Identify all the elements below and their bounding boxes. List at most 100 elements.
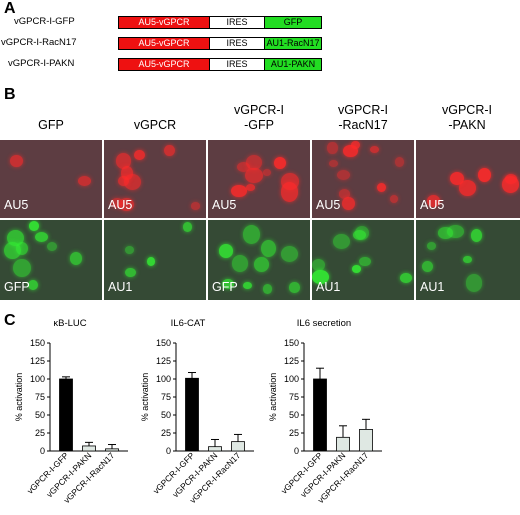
- micrograph-au1: AU1: [416, 220, 520, 300]
- column-header-line: vGPCR-I: [442, 103, 492, 117]
- y-tick-label: 50: [289, 410, 299, 420]
- green-stained-cell: [426, 241, 437, 251]
- au5-stained-cell: [336, 169, 350, 180]
- green-stained-cell: [281, 245, 299, 262]
- y-tick-label: 125: [284, 356, 299, 366]
- green-stained-cell: [260, 240, 277, 258]
- micrograph-au1: AU1: [104, 220, 206, 300]
- stain-label: AU1: [420, 280, 445, 294]
- au5-stained-cell: [280, 182, 299, 202]
- column-header-line: vGPCR-I: [338, 103, 388, 117]
- green-stained-cell: [359, 256, 371, 267]
- y-tick-label: 50: [35, 410, 45, 420]
- chart-title: κB-LUC: [53, 318, 87, 329]
- micrograph-au5: AU5: [104, 140, 206, 218]
- micrograph-grid: AU5 AU5 AU5 AU5 AU5 GFP AU1 GFP AU1 AU1: [0, 140, 520, 300]
- green-stained-cell: [125, 267, 136, 278]
- green-stained-cell: [289, 282, 300, 293]
- au5-stained-cell: [329, 159, 339, 167]
- y-tick-label: 25: [289, 428, 299, 438]
- segment-gfp: GFP: [264, 16, 322, 29]
- construct-bar: AU5-vGPCR IRES GFP: [118, 16, 368, 29]
- micrograph-au5: AU5: [0, 140, 102, 218]
- au5-stained-cell: [501, 176, 520, 193]
- au5-stained-cell: [78, 175, 92, 187]
- bar-charts: κB-LUC IL6-CAT IL6 secretion 0 25 50 75 100 1…: [0, 318, 520, 515]
- y-axis-label: % activation: [140, 373, 150, 422]
- au5-stained-cell: [459, 180, 477, 196]
- stain-label: AU5: [108, 198, 133, 212]
- au5-stained-cell: [449, 172, 464, 186]
- au5-stained-cell: [338, 189, 351, 200]
- column-header-line: -GFP: [244, 118, 274, 132]
- segment-ires: IRES: [209, 16, 265, 29]
- micrograph-au5: AU5: [312, 140, 414, 218]
- green-stained-cell: [262, 284, 272, 294]
- y-tick-label: 100: [30, 374, 45, 384]
- column-header-line: vGPCR-I: [234, 103, 284, 117]
- stain-label: GFP: [4, 280, 30, 294]
- au5-stained-cell: [111, 197, 123, 209]
- panel-a-letter: A: [4, 0, 16, 17]
- stain-label: AU5: [420, 198, 445, 212]
- segment-au1-racn17: AU1-RacN17: [264, 37, 322, 50]
- green-stained-cell: [70, 252, 83, 265]
- green-stained-cell: [312, 269, 329, 284]
- y-tick-label: 150: [30, 338, 45, 348]
- au5-stained-cell: [426, 194, 441, 207]
- stain-label: AU1: [316, 280, 341, 294]
- y-tick-label: 0: [294, 446, 299, 456]
- au5-stained-cell: [389, 195, 399, 204]
- y-tick-label: 75: [35, 392, 45, 402]
- y-tick-label: 0: [40, 446, 45, 456]
- au5-stained-cell: [231, 184, 247, 198]
- bar: [208, 446, 222, 452]
- y-tick-label: 75: [289, 392, 299, 402]
- panel-c-letter: C: [4, 312, 16, 329]
- green-stained-cell: [27, 279, 39, 291]
- green-stained-cell: [352, 265, 362, 273]
- green-stained-cell: [312, 259, 326, 272]
- panel-b-letter: B: [4, 86, 16, 103]
- bar: [82, 445, 96, 452]
- green-stained-cell: [124, 246, 134, 255]
- green-stained-cell: [182, 221, 193, 232]
- bar: [59, 378, 73, 452]
- column-header-line: -PAKN: [448, 118, 486, 132]
- au5-stained-cell: [327, 142, 338, 154]
- y-tick-label: 150: [284, 338, 299, 348]
- au5-stained-cell: [376, 182, 387, 193]
- y-tick-label: 25: [35, 428, 45, 438]
- chart-title: IL6 secretion: [296, 318, 352, 329]
- construct-label: vGPCR-I-RacN17: [1, 37, 77, 48]
- green-stained-cell: [471, 229, 483, 242]
- green-stained-cell: [46, 241, 58, 252]
- y-tick-label: 75: [161, 392, 171, 402]
- construct-diagram: vGPCR-I-GFP AU5-vGPCR IRES GFP vGPCR-I-R…: [0, 16, 520, 76]
- micrograph-au5: AU5: [208, 140, 310, 218]
- stain-label: AU1: [108, 280, 133, 294]
- green-stained-cell: [231, 255, 248, 272]
- bar: [313, 378, 327, 452]
- column-header-line: -RacN17: [338, 118, 388, 132]
- micrograph-gfp: GFP: [208, 220, 310, 300]
- green-stained-cell: [12, 259, 31, 278]
- y-tick-label: 100: [156, 374, 171, 384]
- au5-stained-cell: [190, 202, 201, 210]
- green-stained-cell: [4, 241, 22, 260]
- au5-stained-cell: [274, 156, 287, 169]
- micrograph-au5: AU5: [416, 140, 520, 218]
- green-stained-cell: [463, 255, 472, 264]
- column-header: vGPCR-I -RacN17: [312, 103, 414, 133]
- au5-stained-cell: [350, 140, 360, 150]
- y-tick-label: 125: [30, 356, 45, 366]
- green-stained-cell: [34, 231, 48, 242]
- segment-au5-vgpcr: AU5-vGPCR: [118, 58, 210, 71]
- y-axis-label: % activation: [268, 373, 278, 422]
- green-stained-cell: [16, 242, 29, 255]
- stain-label: AU5: [316, 198, 341, 212]
- au5-stained-cell: [342, 197, 355, 211]
- au5-stained-cell: [369, 145, 380, 153]
- au5-stained-cell: [477, 167, 491, 183]
- y-tick-label: 100: [284, 374, 299, 384]
